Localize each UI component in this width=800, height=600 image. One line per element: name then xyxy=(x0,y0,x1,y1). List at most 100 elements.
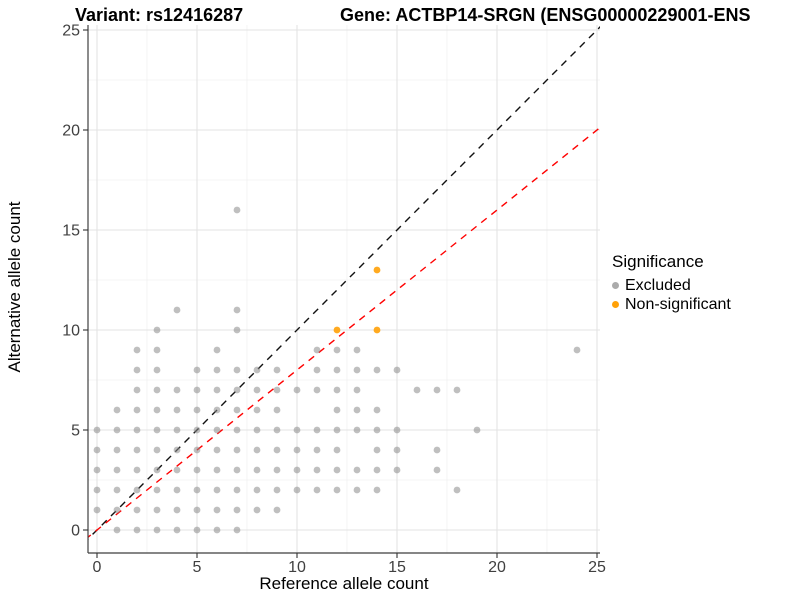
data-point-excluded xyxy=(573,346,581,354)
data-point-excluded xyxy=(173,506,181,514)
data-point-excluded xyxy=(393,426,401,434)
data-point-excluded xyxy=(133,386,141,394)
legend-item-label: Non-significant xyxy=(625,295,731,313)
data-point-excluded xyxy=(153,526,161,534)
data-point-excluded xyxy=(153,466,161,474)
data-point-excluded xyxy=(293,386,301,394)
data-point-excluded xyxy=(273,466,281,474)
data-point-excluded xyxy=(133,426,141,434)
data-point-excluded xyxy=(173,446,181,454)
data-point-excluded xyxy=(153,406,161,414)
data-point-excluded xyxy=(193,446,201,454)
x-tick-label: 15 xyxy=(388,559,406,576)
data-point-excluded xyxy=(213,386,221,394)
data-point-excluded xyxy=(233,206,241,214)
x-axis-title: Reference allele count xyxy=(259,574,429,593)
data-point-excluded xyxy=(333,486,341,494)
data-point-excluded xyxy=(193,406,201,414)
data-point-excluded xyxy=(233,506,241,514)
data-point-excluded xyxy=(453,386,461,394)
data-point-excluded xyxy=(213,426,221,434)
data-point-excluded xyxy=(153,346,161,354)
data-point-excluded xyxy=(253,366,261,374)
data-point-excluded xyxy=(93,446,101,454)
legend-dot-icon xyxy=(612,301,619,308)
data-point-excluded xyxy=(373,426,381,434)
y-tick-label: 10 xyxy=(62,323,80,340)
data-point-excluded xyxy=(213,366,221,374)
data-point-excluded xyxy=(313,346,321,354)
data-point-excluded xyxy=(113,406,121,414)
data-point-excluded xyxy=(173,466,181,474)
data-point-excluded xyxy=(333,386,341,394)
data-point-excluded xyxy=(193,366,201,374)
data-point-excluded xyxy=(213,486,221,494)
data-point-excluded xyxy=(333,406,341,414)
data-point-excluded xyxy=(153,366,161,374)
data-point-excluded xyxy=(293,486,301,494)
data-point-excluded xyxy=(273,386,281,394)
data-point-excluded xyxy=(313,446,321,454)
legend-items: Excluded Non-significant xyxy=(612,276,731,314)
data-point-excluded xyxy=(373,446,381,454)
x-tick-label: 10 xyxy=(288,559,306,576)
data-point-excluded xyxy=(313,366,321,374)
data-point-excluded xyxy=(233,406,241,414)
data-point-excluded xyxy=(173,386,181,394)
data-point-non-significant xyxy=(333,326,341,334)
data-point-excluded xyxy=(333,426,341,434)
data-point-excluded xyxy=(113,506,121,514)
data-point-excluded xyxy=(313,466,321,474)
y-tick-label: 15 xyxy=(62,223,80,240)
data-point-excluded xyxy=(253,386,261,394)
y-tick-label: 25 xyxy=(62,23,80,40)
y-tick-label: 0 xyxy=(71,523,80,540)
data-point-excluded xyxy=(153,426,161,434)
data-point-excluded xyxy=(233,446,241,454)
data-point-excluded xyxy=(173,306,181,314)
data-point-excluded xyxy=(233,526,241,534)
data-point-excluded xyxy=(253,446,261,454)
data-point-excluded xyxy=(193,466,201,474)
data-point-excluded xyxy=(173,486,181,494)
data-point-excluded xyxy=(353,346,361,354)
data-point-excluded xyxy=(353,486,361,494)
data-point-excluded xyxy=(93,466,101,474)
data-point-excluded xyxy=(233,466,241,474)
data-point-excluded xyxy=(253,506,261,514)
data-point-excluded xyxy=(113,426,121,434)
data-point-excluded xyxy=(273,426,281,434)
gene-title: Gene: ACTBP14-SRGN (ENSG00000229001-ENS xyxy=(340,5,751,25)
data-point-excluded xyxy=(133,466,141,474)
data-point-excluded xyxy=(353,426,361,434)
data-point-excluded xyxy=(253,486,261,494)
data-point-excluded xyxy=(233,486,241,494)
data-point-excluded xyxy=(433,386,441,394)
data-point-excluded xyxy=(133,346,141,354)
data-point-excluded xyxy=(153,386,161,394)
y-axis-title: Alternative allele count xyxy=(5,201,24,373)
data-point-excluded xyxy=(213,526,221,534)
data-point-excluded xyxy=(173,526,181,534)
data-point-excluded xyxy=(373,406,381,414)
legend-item-non-significant: Non-significant xyxy=(612,295,731,314)
data-point-excluded xyxy=(213,406,221,414)
data-point-excluded xyxy=(413,386,421,394)
x-tick-label: 20 xyxy=(488,559,506,576)
data-point-excluded xyxy=(193,486,201,494)
data-point-excluded xyxy=(153,326,161,334)
data-point-excluded xyxy=(113,446,121,454)
data-point-excluded xyxy=(393,366,401,374)
data-point-excluded xyxy=(433,446,441,454)
data-point-excluded xyxy=(233,386,241,394)
data-point-excluded xyxy=(133,486,141,494)
data-point-excluded xyxy=(133,406,141,414)
data-point-excluded xyxy=(93,486,101,494)
data-point-excluded xyxy=(273,486,281,494)
legend-item-excluded: Excluded xyxy=(612,276,731,295)
data-point-excluded xyxy=(253,426,261,434)
data-point-excluded xyxy=(213,466,221,474)
data-point-excluded xyxy=(353,386,361,394)
